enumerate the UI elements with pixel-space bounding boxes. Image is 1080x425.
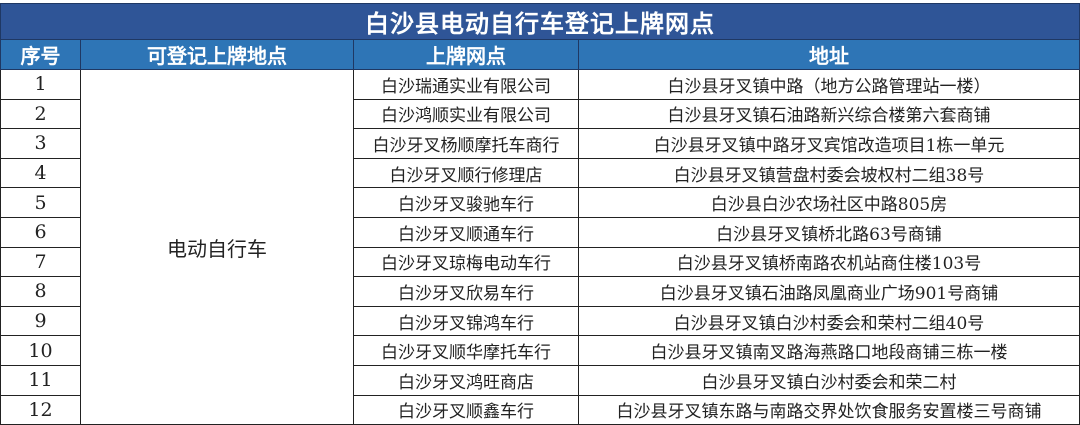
cell-no: 1 (0, 69, 81, 100)
table-row: 7 白沙牙叉琼梅电动车行 白沙县牙叉镇桥南路农机站商住楼103号 (0, 246, 1080, 278)
header-address: 地址 (578, 39, 1080, 70)
cell-address: 白沙县牙叉镇桥北路63号商铺 (578, 216, 1080, 248)
table-row: 6 白沙牙叉顺通车行 白沙县牙叉镇桥北路63号商铺 (0, 216, 1080, 248)
cell-no: 10 (0, 335, 81, 366)
header-site: 上牌网点 (353, 39, 579, 70)
table-row: 1 电动自行车 白沙瑞通实业有限公司 白沙县牙叉镇中路（地方公路管理站一楼） (0, 68, 1080, 425)
cell-site: 白沙牙叉骏驰车行 (353, 187, 579, 218)
cell-address: 白沙县牙叉镇东路与南路交界处饮食服务安置楼三号商铺 (578, 394, 1080, 425)
table-row: 9 白沙牙叉锦鸿车行 白沙县牙叉镇白沙村委会和荣村二组40号 (0, 305, 1080, 337)
table-row: 4 白沙牙叉顺行修理店 白沙县牙叉镇营盘村委会坡权村二组38号 (0, 157, 1080, 189)
table-row: 8 白沙牙叉欣易车行 白沙县牙叉镇石油路凤凰商业广场901号商铺 (0, 276, 1080, 307)
cell-no: 12 (0, 394, 81, 425)
cell-address: 白沙县牙叉镇石油路凤凰商业广场901号商铺 (578, 276, 1080, 307)
cell-address: 白沙县白沙农场社区中路805房 (578, 187, 1080, 218)
cell-no: 6 (0, 216, 81, 248)
cell-site: 白沙牙叉顺华摩托车行 (353, 335, 579, 366)
cell-site: 白沙牙叉顺行修理店 (353, 157, 579, 189)
table-row: 5 白沙牙叉骏驰车行 白沙县白沙农场社区中路805房 (0, 187, 1080, 218)
cell-no: 8 (0, 276, 81, 307)
table-row: 10 白沙牙叉顺华摩托车行 白沙县牙叉镇南叉路海燕路口地段商铺三栋一楼 (0, 335, 1080, 366)
cell-no: 4 (0, 157, 81, 189)
cell-site: 白沙瑞通实业有限公司 (353, 69, 579, 100)
header-location: 可登记上牌地点 (80, 39, 354, 70)
cell-address: 白沙县牙叉镇白沙村委会和荣二村 (578, 364, 1080, 396)
table-title: 白沙县电动自行车登记上牌网点 (0, 3, 1080, 40)
cell-no: 7 (0, 246, 81, 278)
cell-site: 白沙牙叉鸿旺商店 (353, 364, 579, 396)
cell-address: 白沙县牙叉镇营盘村委会坡权村二组38号 (578, 157, 1080, 189)
cell-no: 3 (0, 128, 81, 159)
cell-site: 白沙牙叉琼梅电动车行 (353, 246, 579, 278)
cell-no: 9 (0, 305, 81, 337)
cell-site: 白沙牙叉顺鑫车行 (353, 394, 579, 425)
header-no: 序号 (0, 39, 81, 70)
cell-address: 白沙县牙叉镇中路（地方公路管理站一楼） (578, 69, 1080, 100)
cell-address: 白沙县牙叉镇白沙村委会和荣村二组40号 (578, 305, 1080, 337)
cell-site: 白沙牙叉顺通车行 (353, 216, 579, 248)
registration-sites-table: 白沙县电动自行车登记上牌网点 序号 可登记上牌地点 上牌网点 地址 1 电动自行车… (0, 3, 1080, 425)
cell-no: 5 (0, 187, 81, 218)
cell-address: 白沙县牙叉镇桥南路农机站商住楼103号 (578, 246, 1080, 278)
cell-location: 电动自行车 (80, 68, 354, 425)
cell-site: 白沙鸿顺实业有限公司 (353, 98, 579, 130)
cell-address: 白沙县牙叉镇南叉路海燕路口地段商铺三栋一楼 (578, 335, 1080, 366)
cell-site: 白沙牙叉锦鸿车行 (353, 305, 579, 337)
cell-no: 11 (0, 364, 81, 396)
table-row: 3 白沙牙叉杨顺摩托车商行 白沙县牙叉镇中路牙叉宾馆改造项目1栋一单元 (0, 128, 1080, 159)
cell-site: 白沙牙叉欣易车行 (353, 276, 579, 307)
cell-no: 2 (0, 98, 81, 130)
cell-site: 白沙牙叉杨顺摩托车商行 (353, 128, 579, 159)
cell-address: 白沙县牙叉镇石油路新兴综合楼第六套商铺 (578, 98, 1080, 130)
cell-address: 白沙县牙叉镇中路牙叉宾馆改造项目1栋一单元 (578, 128, 1080, 159)
